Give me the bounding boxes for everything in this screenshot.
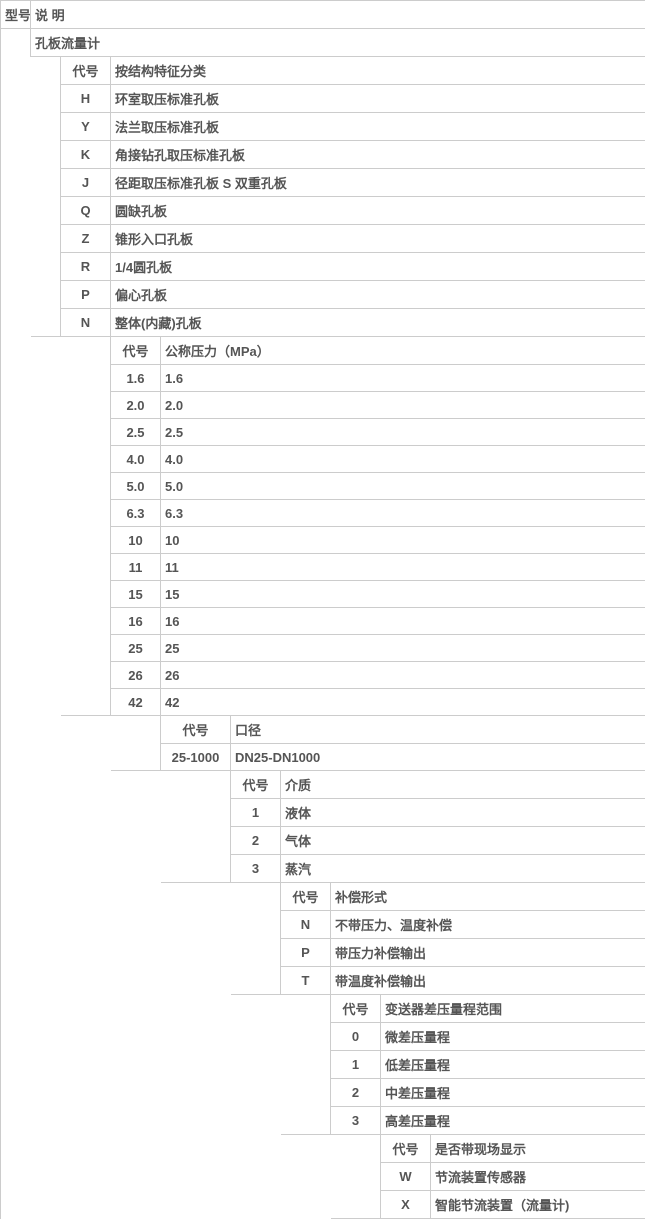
s1-code: N bbox=[61, 309, 111, 337]
s5-code-header: 代号 bbox=[281, 883, 331, 911]
s2-code-header: 代号 bbox=[111, 337, 161, 365]
s3-desc: DN25-DN1000 bbox=[231, 744, 645, 771]
s7-code: X bbox=[381, 1191, 431, 1219]
s1-code: H bbox=[61, 85, 111, 113]
s6-code: 3 bbox=[331, 1107, 381, 1135]
s2-code: 2.0 bbox=[111, 392, 161, 419]
s7-title: 是否带现场显示 bbox=[431, 1135, 645, 1163]
s2-desc: 4.0 bbox=[161, 446, 645, 473]
s2-code: 2.5 bbox=[111, 419, 161, 446]
s2-desc: 2.5 bbox=[161, 419, 645, 446]
s1-code: R bbox=[61, 253, 111, 281]
s2-code: 25 bbox=[111, 635, 161, 662]
s1-desc: 圆缺孔板 bbox=[111, 197, 645, 225]
s2-desc: 11 bbox=[161, 554, 645, 581]
s3-title: 口径 bbox=[231, 716, 645, 744]
s1-code: Z bbox=[61, 225, 111, 253]
s2-desc: 5.0 bbox=[161, 473, 645, 500]
s1-code: P bbox=[61, 281, 111, 309]
s1-desc: 法兰取压标准孔板 bbox=[111, 113, 645, 141]
s1-desc: 径距取压标准孔板 S 双重孔板 bbox=[111, 169, 645, 197]
s2-code: 11 bbox=[111, 554, 161, 581]
s2-code: 5.0 bbox=[111, 473, 161, 500]
s4-code: 3 bbox=[231, 855, 281, 883]
s1-desc: 偏心孔板 bbox=[111, 281, 645, 309]
s2-desc: 1.6 bbox=[161, 365, 645, 392]
s6-desc: 中差压量程 bbox=[381, 1079, 645, 1107]
product-name: 孔板流量计 bbox=[31, 29, 645, 57]
s7-desc: 节流装置传感器 bbox=[431, 1163, 645, 1191]
s6-desc: 高差压量程 bbox=[381, 1107, 645, 1135]
s1-code: Q bbox=[61, 197, 111, 225]
s4-desc: 气体 bbox=[281, 827, 645, 855]
s7-desc: 智能节流装置（流量计) bbox=[431, 1191, 645, 1219]
s3-code-header: 代号 bbox=[161, 716, 231, 744]
s1-desc: 整体(内藏)孔板 bbox=[111, 309, 645, 337]
s6-desc: 微差压量程 bbox=[381, 1023, 645, 1051]
s2-desc: 10 bbox=[161, 527, 645, 554]
s2-code: 15 bbox=[111, 581, 161, 608]
s2-code: 16 bbox=[111, 608, 161, 635]
s1-code-header: 代号 bbox=[61, 57, 111, 85]
s6-desc: 低差压量程 bbox=[381, 1051, 645, 1079]
s4-title: 介质 bbox=[281, 771, 645, 799]
s2-desc: 42 bbox=[161, 689, 645, 716]
s1-code: K bbox=[61, 141, 111, 169]
s1-title: 按结构特征分类 bbox=[111, 57, 645, 85]
s1-code: J bbox=[61, 169, 111, 197]
s1-desc: 1/4圆孔板 bbox=[111, 253, 645, 281]
s2-desc: 2.0 bbox=[161, 392, 645, 419]
header-model: 型号 bbox=[1, 1, 31, 29]
s7-code: W bbox=[381, 1163, 431, 1191]
s6-code: 2 bbox=[331, 1079, 381, 1107]
s5-desc: 不带压力、温度补偿 bbox=[331, 911, 645, 939]
s2-title: 公称压力（MPa） bbox=[161, 337, 645, 365]
s2-code: 6.3 bbox=[111, 500, 161, 527]
s6-code: 0 bbox=[331, 1023, 381, 1051]
s2-desc: 26 bbox=[161, 662, 645, 689]
s2-desc: 15 bbox=[161, 581, 645, 608]
s5-desc: 带温度补偿输出 bbox=[331, 967, 645, 995]
s6-code: 1 bbox=[331, 1051, 381, 1079]
s4-desc: 液体 bbox=[281, 799, 645, 827]
s5-code: T bbox=[281, 967, 331, 995]
s5-code: N bbox=[281, 911, 331, 939]
s2-desc: 25 bbox=[161, 635, 645, 662]
s4-code-header: 代号 bbox=[231, 771, 281, 799]
s5-title: 补偿形式 bbox=[331, 883, 645, 911]
s4-code: 1 bbox=[231, 799, 281, 827]
s2-code: 26 bbox=[111, 662, 161, 689]
s2-code: 1.6 bbox=[111, 365, 161, 392]
s2-desc: 16 bbox=[161, 608, 645, 635]
s2-code: 4.0 bbox=[111, 446, 161, 473]
s3-code: 25-1000 bbox=[161, 744, 231, 771]
s5-code: P bbox=[281, 939, 331, 967]
s1-desc: 锥形入口孔板 bbox=[111, 225, 645, 253]
s2-code: 42 bbox=[111, 689, 161, 716]
s4-code: 2 bbox=[231, 827, 281, 855]
s1-desc: 角接钻孔取压标准孔板 bbox=[111, 141, 645, 169]
s2-desc: 6.3 bbox=[161, 500, 645, 527]
header-desc: 说 明 bbox=[31, 1, 645, 29]
s5-desc: 带压力补偿输出 bbox=[331, 939, 645, 967]
s1-desc: 环室取压标准孔板 bbox=[111, 85, 645, 113]
s7-code-header: 代号 bbox=[381, 1135, 431, 1163]
s4-desc: 蒸汽 bbox=[281, 855, 645, 883]
spec-table: 型号说 明孔板流量计代号按结构特征分类H环室取压标准孔板Y法兰取压标准孔板K角接… bbox=[0, 0, 645, 1219]
s6-title: 变送器差压量程范围 bbox=[381, 995, 645, 1023]
s6-code-header: 代号 bbox=[331, 995, 381, 1023]
s2-code: 10 bbox=[111, 527, 161, 554]
s1-code: Y bbox=[61, 113, 111, 141]
